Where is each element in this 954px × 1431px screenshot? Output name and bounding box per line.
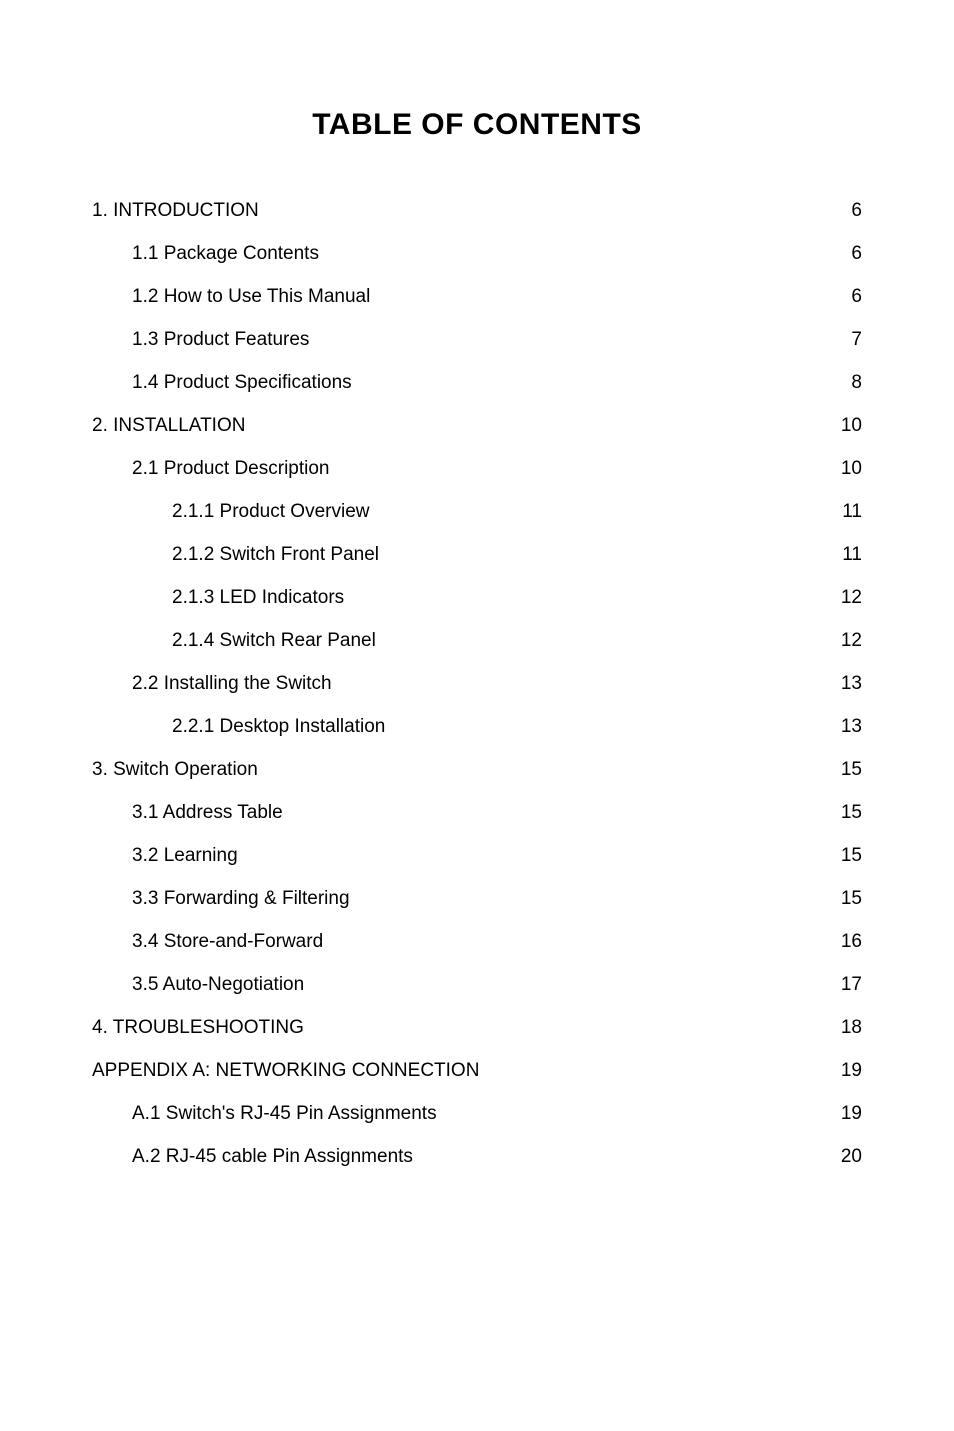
toc-entry-page: 6 bbox=[851, 243, 862, 265]
toc-entry-page: 13 bbox=[841, 716, 862, 738]
toc-entry-page: 19 bbox=[841, 1060, 862, 1082]
toc-entry-label: 2. INSTALLATION bbox=[92, 415, 245, 437]
toc-entry-label: 4. TROUBLESHOOTING bbox=[92, 1017, 304, 1039]
toc-entry-page: 15 bbox=[841, 802, 862, 824]
toc-entry: 1.2 How to Use This Manual 6 bbox=[92, 286, 862, 308]
toc-entry-page: 13 bbox=[841, 673, 862, 695]
toc-entry: 3.1 Address Table 15 bbox=[92, 802, 862, 824]
toc-entry-label: 2.1.2 Switch Front Panel bbox=[172, 544, 379, 566]
toc-entry: 3.4 Store-and-Forward 16 bbox=[92, 931, 862, 953]
toc-entry-label: 3. Switch Operation bbox=[92, 759, 258, 781]
toc-entry-page: 20 bbox=[841, 1146, 862, 1168]
page-title: TABLE OF CONTENTS bbox=[92, 108, 862, 142]
toc-entry-label: APPENDIX A: NETWORKING CONNECTION bbox=[92, 1060, 479, 1082]
toc-entry-page: 12 bbox=[841, 630, 862, 652]
toc-entry: 2.2.1 Desktop Installation 13 bbox=[92, 716, 862, 738]
toc-entry-label: 2.2.1 Desktop Installation bbox=[172, 716, 385, 738]
toc-entry: 3.5 Auto-Negotiation 17 bbox=[92, 974, 862, 996]
toc-entry-page: 16 bbox=[841, 931, 862, 953]
toc-entry: A.2 RJ-45 cable Pin Assignments 20 bbox=[92, 1146, 862, 1168]
toc-entry: 2.1.4 Switch Rear Panel 12 bbox=[92, 630, 862, 652]
toc-entry-label: A.2 RJ-45 cable Pin Assignments bbox=[132, 1146, 413, 1168]
toc-entry: APPENDIX A: NETWORKING CONNECTION 19 bbox=[92, 1060, 862, 1082]
toc-entry: 2.1.1 Product Overview 11 bbox=[92, 501, 862, 523]
toc-entry-page: 7 bbox=[851, 329, 862, 351]
toc-entry-page: 17 bbox=[841, 974, 862, 996]
toc-entry: 1.4 Product Specifications 8 bbox=[92, 372, 862, 394]
toc-entry-page: 15 bbox=[841, 888, 862, 910]
toc-entry-label: 2.1.1 Product Overview bbox=[172, 501, 369, 523]
toc-entry-page: 6 bbox=[851, 200, 862, 222]
toc-entry-label: 3.5 Auto-Negotiation bbox=[132, 974, 304, 996]
toc-entry-label: 1.1 Package Contents bbox=[132, 243, 319, 265]
toc-entry-label: A.1 Switch's RJ-45 Pin Assignments bbox=[132, 1103, 437, 1125]
toc-entry-page: 8 bbox=[851, 372, 862, 394]
toc-entry-page: 15 bbox=[841, 845, 862, 867]
toc-entry-label: 3.1 Address Table bbox=[132, 802, 283, 824]
toc-entry: 2.2 Installing the Switch 13 bbox=[92, 673, 862, 695]
toc-entry: 2.1.2 Switch Front Panel 11 bbox=[92, 544, 862, 566]
toc-entry: 2. INSTALLATION 10 bbox=[92, 415, 862, 437]
toc-entry-page: 11 bbox=[842, 544, 862, 566]
toc-entry-label: 2.1.3 LED Indicators bbox=[172, 587, 344, 609]
toc-entry-label: 1. INTRODUCTION bbox=[92, 200, 259, 222]
toc-entry-page: 10 bbox=[841, 415, 862, 437]
toc-entry: 3.3 Forwarding & Filtering 15 bbox=[92, 888, 862, 910]
toc-entry-label: 1.3 Product Features bbox=[132, 329, 309, 351]
toc-entry-page: 18 bbox=[841, 1017, 862, 1039]
toc-entry: 2.1 Product Description 10 bbox=[92, 458, 862, 480]
toc-entry-label: 3.3 Forwarding & Filtering bbox=[132, 888, 350, 910]
toc-entry: A.1 Switch's RJ-45 Pin Assignments 19 bbox=[92, 1103, 862, 1125]
toc-entry-page: 12 bbox=[841, 587, 862, 609]
toc-entry-label: 2.1.4 Switch Rear Panel bbox=[172, 630, 376, 652]
toc-entry-label: 1.4 Product Specifications bbox=[132, 372, 352, 394]
toc-entry: 3.2 Learning 15 bbox=[92, 845, 862, 867]
toc-entry-page: 10 bbox=[841, 458, 862, 480]
toc-entry-label: 2.2 Installing the Switch bbox=[132, 673, 332, 695]
toc-entry-label: 1.2 How to Use This Manual bbox=[132, 286, 370, 308]
toc-entry: 1.1 Package Contents 6 bbox=[92, 243, 862, 265]
toc-entry-page: 15 bbox=[841, 759, 862, 781]
toc-entry-page: 11 bbox=[842, 501, 862, 523]
toc-entry: 4. TROUBLESHOOTING 18 bbox=[92, 1017, 862, 1039]
table-of-contents: 1. INTRODUCTION 61.1 Package Contents 61… bbox=[92, 200, 862, 1168]
toc-entry-label: 3.4 Store-and-Forward bbox=[132, 931, 323, 953]
toc-entry: 2.1.3 LED Indicators 12 bbox=[92, 587, 862, 609]
toc-entry: 3. Switch Operation 15 bbox=[92, 759, 862, 781]
toc-entry-label: 2.1 Product Description bbox=[132, 458, 330, 480]
toc-entry: 1.3 Product Features 7 bbox=[92, 329, 862, 351]
document-page: TABLE OF CONTENTS 1. INTRODUCTION 61.1 P… bbox=[0, 0, 954, 1269]
toc-entry-page: 19 bbox=[841, 1103, 862, 1125]
toc-entry: 1. INTRODUCTION 6 bbox=[92, 200, 862, 222]
toc-entry-page: 6 bbox=[851, 286, 862, 308]
toc-entry-label: 3.2 Learning bbox=[132, 845, 238, 867]
